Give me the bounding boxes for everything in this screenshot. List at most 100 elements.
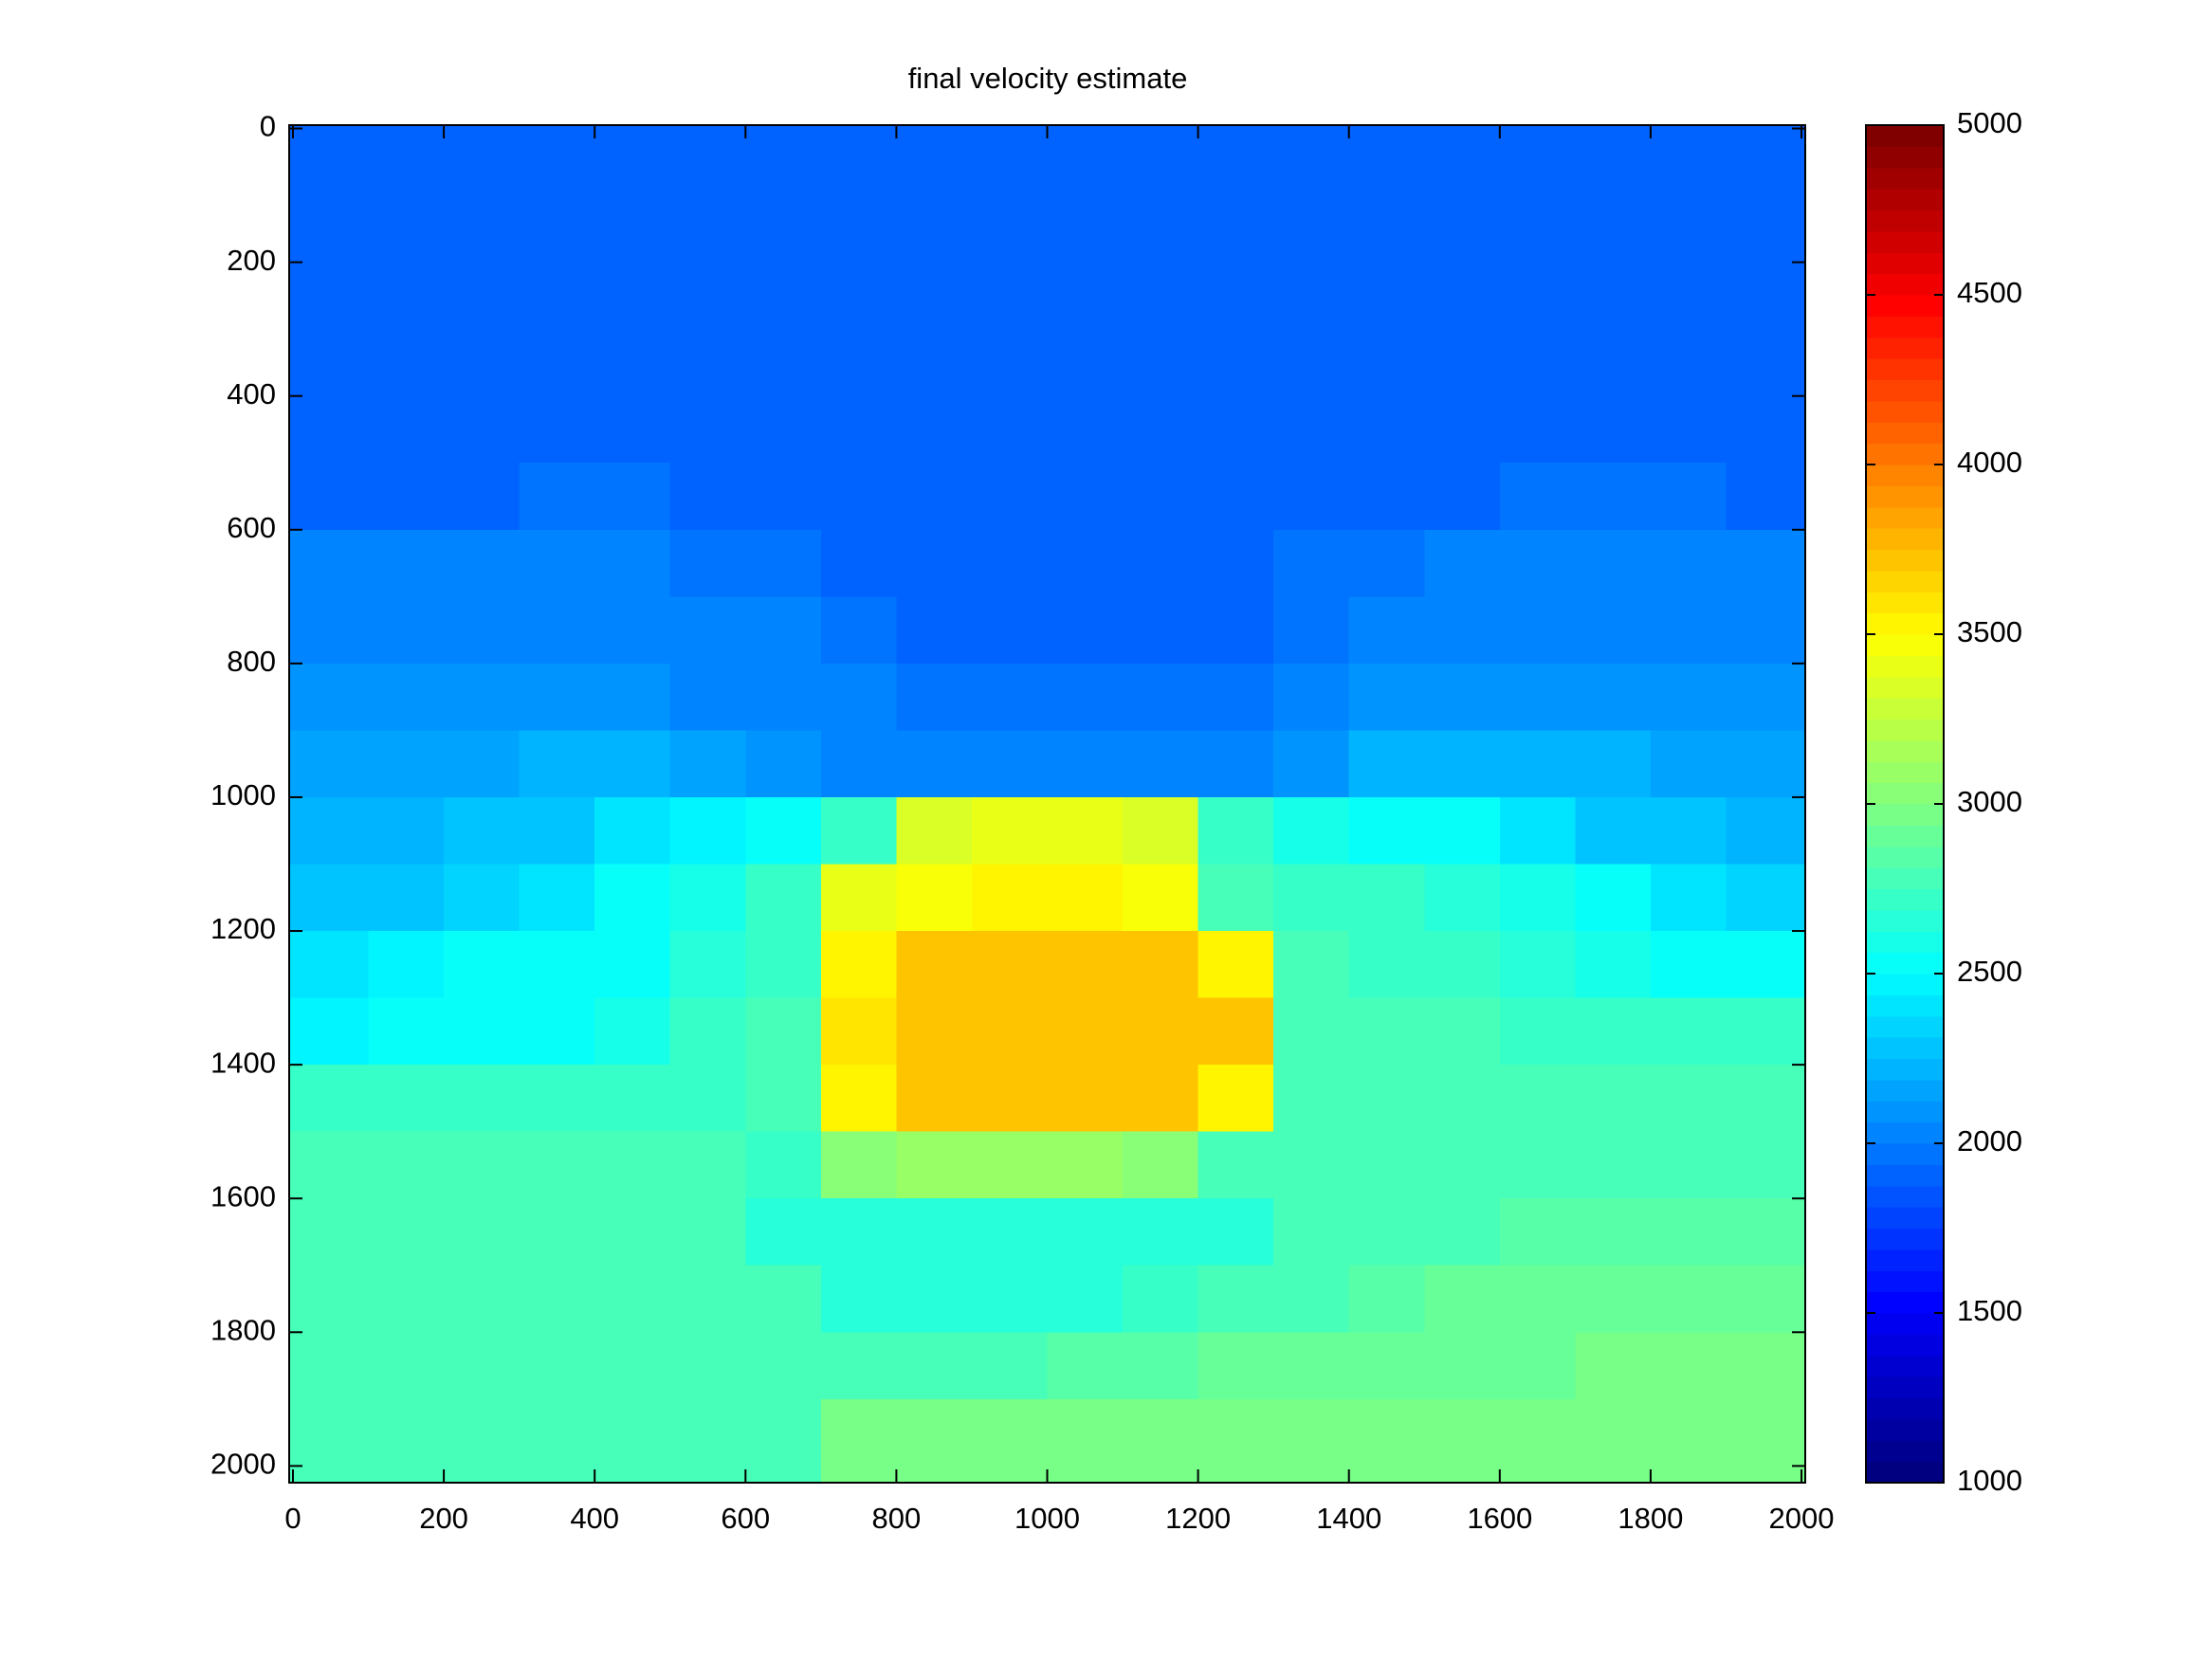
heatmap-cell bbox=[594, 730, 671, 798]
heatmap-cell bbox=[1499, 463, 1576, 531]
heatmap-cell bbox=[1575, 125, 1652, 196]
colorbar-tick-label: 1000 bbox=[1957, 1464, 2022, 1497]
colorbar-swatch bbox=[1866, 443, 1944, 465]
heatmap-cell bbox=[444, 997, 521, 1066]
heatmap-cell bbox=[519, 1131, 595, 1199]
heatmap-cell bbox=[1726, 463, 1806, 531]
heatmap-cell bbox=[594, 195, 671, 264]
heatmap-cell bbox=[1650, 195, 1728, 264]
heatmap-cell bbox=[368, 1065, 445, 1133]
heatmap-cell bbox=[971, 329, 1049, 397]
heatmap-cell bbox=[1197, 864, 1274, 932]
heatmap-cell bbox=[820, 663, 897, 732]
heatmap-cell bbox=[1273, 125, 1350, 196]
heatmap-cell bbox=[1348, 1131, 1425, 1199]
heatmap-cell bbox=[820, 596, 897, 665]
heatmap-cell bbox=[1726, 529, 1806, 597]
heatmap-cell bbox=[1123, 1198, 1199, 1267]
heatmap-cell bbox=[1047, 1065, 1124, 1133]
heatmap-cell bbox=[1499, 395, 1576, 464]
colorbar-swatch bbox=[1866, 974, 1944, 995]
heatmap-cell bbox=[1650, 997, 1728, 1066]
heatmap-cell bbox=[1123, 596, 1199, 665]
heatmap-cell bbox=[289, 195, 370, 264]
heatmap-cell bbox=[1348, 1332, 1425, 1400]
heatmap-cell bbox=[594, 1198, 671, 1267]
colorbar-swatch bbox=[1866, 719, 1944, 741]
heatmap-cell bbox=[1650, 1265, 1728, 1333]
colorbar-swatch bbox=[1866, 1185, 1944, 1208]
heatmap-cell bbox=[1726, 796, 1806, 866]
heatmap-cell bbox=[1197, 796, 1274, 866]
heatmap-cell bbox=[368, 997, 445, 1066]
colorbar-swatch bbox=[1866, 1376, 1944, 1399]
heatmap-cell bbox=[1424, 1198, 1501, 1267]
x-tick-label: 1800 bbox=[1618, 1502, 1683, 1535]
heatmap-cell bbox=[1424, 997, 1501, 1066]
colorbar-swatch bbox=[1866, 422, 1944, 445]
heatmap-cell bbox=[896, 1065, 973, 1133]
heatmap-cell bbox=[1123, 262, 1199, 330]
heatmap-cell bbox=[1197, 195, 1274, 264]
heatmap-cell bbox=[1348, 997, 1425, 1066]
heatmap-cell bbox=[519, 596, 595, 665]
heatmap-cell bbox=[745, 730, 822, 798]
heatmap-cell bbox=[594, 395, 671, 464]
heatmap-cell bbox=[745, 997, 822, 1066]
heatmap-cell bbox=[669, 596, 746, 665]
heatmap-cell bbox=[519, 730, 595, 798]
heatmap-cell bbox=[1273, 663, 1350, 732]
heatmap-cell bbox=[444, 1065, 521, 1133]
heatmap-cell bbox=[1273, 1065, 1350, 1133]
heatmap-cell bbox=[745, 663, 822, 732]
heatmap-cell bbox=[1348, 1198, 1425, 1267]
heatmap-cell bbox=[519, 1265, 595, 1333]
colorbar-swatch bbox=[1866, 782, 1944, 805]
heatmap-cell bbox=[971, 1131, 1049, 1199]
heatmap-cell bbox=[1273, 262, 1350, 330]
heatmap-cell bbox=[896, 1265, 973, 1333]
x-tick-label: 1400 bbox=[1316, 1502, 1381, 1535]
heatmap-cell bbox=[971, 796, 1049, 866]
y-tick-label: 1200 bbox=[210, 912, 276, 945]
heatmap-cell bbox=[1424, 596, 1501, 665]
colorbar-swatch bbox=[1866, 295, 1944, 317]
heatmap-cell bbox=[1726, 329, 1806, 397]
heatmap-cell bbox=[594, 796, 671, 866]
y-tick-label: 600 bbox=[227, 511, 276, 544]
heatmap-cell bbox=[1575, 195, 1652, 264]
heatmap-cell bbox=[820, 1065, 897, 1133]
heatmap-cell bbox=[1348, 463, 1425, 531]
heatmap-cell bbox=[745, 529, 822, 597]
colorbar-swatch bbox=[1866, 570, 1944, 592]
colorbar-swatch bbox=[1866, 465, 1944, 486]
heatmap-cell bbox=[1197, 1398, 1274, 1484]
heatmap-cell bbox=[1123, 1065, 1199, 1133]
y-tick-label: 1000 bbox=[210, 778, 276, 811]
heatmap-cell bbox=[289, 463, 370, 531]
heatmap-cell bbox=[1348, 1398, 1425, 1484]
heatmap-cell bbox=[669, 463, 746, 531]
heatmap-cell bbox=[1273, 463, 1350, 531]
heatmap-cell bbox=[289, 596, 370, 665]
heatmap-cell bbox=[896, 796, 973, 866]
heatmap-cell bbox=[1197, 1332, 1274, 1400]
heatmap-cell bbox=[1047, 195, 1124, 264]
heatmap-cell bbox=[594, 663, 671, 732]
heatmap-cell bbox=[745, 195, 822, 264]
heatmap-cell bbox=[820, 997, 897, 1066]
colorbar-swatch bbox=[1866, 952, 1944, 975]
heatmap-cell bbox=[1123, 730, 1199, 798]
heatmap-cell bbox=[1123, 395, 1199, 464]
colorbar-swatch bbox=[1866, 1164, 1944, 1187]
heatmap-cell bbox=[1726, 1265, 1806, 1333]
colorbar-swatch bbox=[1866, 230, 1944, 253]
heatmap-cell bbox=[519, 1332, 595, 1400]
heatmap-cell bbox=[669, 395, 746, 464]
heatmap-cell bbox=[519, 1398, 595, 1484]
colorbar-swatch bbox=[1866, 1461, 1944, 1484]
colorbar-swatch bbox=[1866, 273, 1944, 296]
heatmap-cell bbox=[368, 125, 445, 196]
heatmap-cell bbox=[1047, 1332, 1124, 1400]
heatmap-cell bbox=[368, 1265, 445, 1333]
